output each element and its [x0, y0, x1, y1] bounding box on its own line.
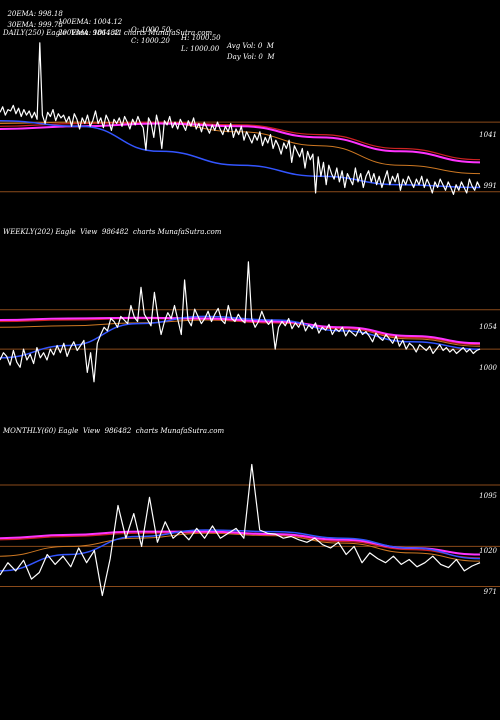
- monthly-price-line: [0, 463, 481, 597]
- weekly-panel-title: WEEKLY(202) Eagle View 986482 charts Mun…: [3, 228, 222, 236]
- monthly-level-label-1: 1095: [479, 492, 497, 500]
- daily-level-label-2: 991: [483, 182, 497, 190]
- weekly-price-line: [0, 261, 481, 383]
- monthly-panel-title: MONTHLY(60) Eagle View 986482 charts Mun…: [3, 427, 225, 435]
- monthly-level-label-3: 971: [483, 588, 497, 596]
- low-value: L: 1000.00: [181, 45, 220, 53]
- day-vol-value: Day Vol: 0 M: [227, 53, 275, 61]
- header-row-1: 20EMA: 998.18 100EMA: 1004.12 O: 1000.50…: [3, 2, 274, 50]
- monthly-ema-blue-line: [0, 529, 481, 572]
- daily-panel-title: DAILY(250) Eagle View 986482 charts Muna…: [3, 29, 213, 37]
- ema100-value: 100EMA: 1004.12: [58, 18, 123, 26]
- avg-vol-value: Avg Vol: 0 M: [227, 42, 274, 50]
- daily-level-label-1: 1041: [479, 131, 497, 139]
- monthly-ema-orange-line: [0, 532, 481, 562]
- ema20-value: 20EMA: 998.18: [7, 10, 63, 18]
- high-value: H: 1000.50: [181, 34, 221, 42]
- daily-ema-red-line: [0, 121, 481, 161]
- weekly-level-label-2: 1000: [479, 364, 497, 372]
- monthly-ema-magenta-line: [0, 530, 481, 556]
- weekly-level-label-1: 1054: [479, 323, 497, 331]
- daily-price-line: [0, 42, 481, 195]
- ema200-value: 200EMA: 1011.41: [58, 29, 123, 37]
- weekly-ema-magenta-line: [0, 316, 481, 345]
- ema30-value: 30EMA: 999.78: [7, 21, 63, 29]
- weekly-ema-red-line: [0, 317, 481, 346]
- header-row-2: 30EMA: 999.78 200EMA: 1011.41 C: 1000.20…: [3, 13, 274, 61]
- monthly-level-label-2: 1020: [479, 547, 497, 555]
- close-value: C: 1000.20: [131, 37, 170, 45]
- open-value: O: 1000.50: [131, 26, 171, 34]
